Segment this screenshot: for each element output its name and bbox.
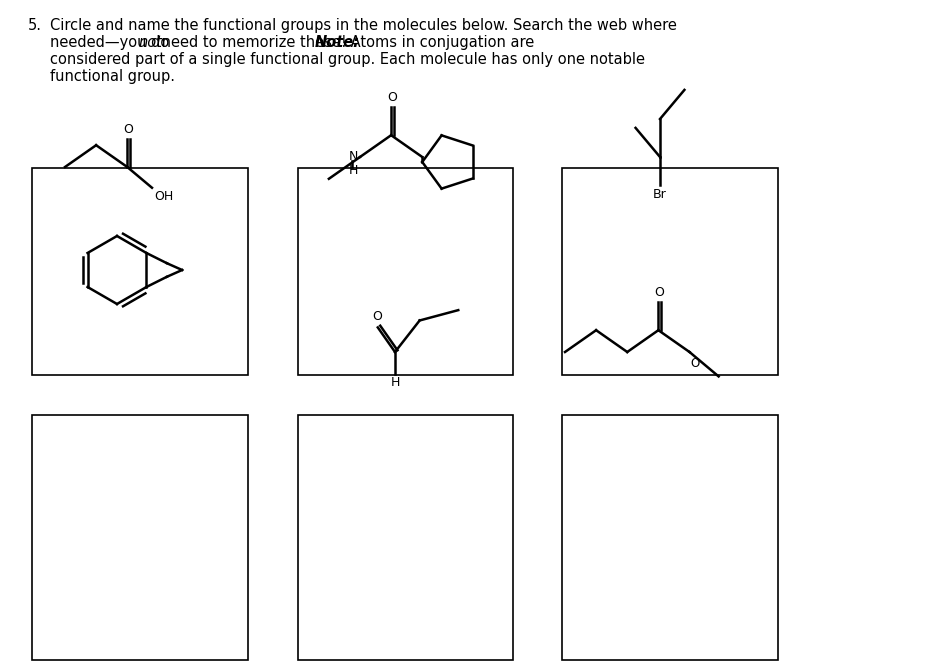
Text: need to memorize these!: need to memorize these!	[157, 35, 352, 50]
Text: O: O	[372, 310, 381, 323]
Text: functional group.: functional group.	[50, 69, 175, 84]
Text: OH: OH	[154, 190, 173, 203]
Bar	[298, 168, 513, 375]
Text: considered part of a single functional group. Each molecule has only one notable: considered part of a single functional g…	[50, 52, 645, 67]
Text: not: not	[139, 35, 162, 50]
Bar	[32, 168, 248, 375]
Text: needed—you do: needed—you do	[50, 35, 174, 50]
Bar	[32, 415, 248, 660]
Text: Atoms in conjugation are: Atoms in conjugation are	[346, 35, 535, 50]
Text: H: H	[391, 376, 400, 389]
Text: 5.: 5.	[28, 18, 42, 33]
Text: Br: Br	[653, 188, 667, 201]
Text: O: O	[387, 91, 397, 104]
Text: Circle and name the functional groups in the molecules below. Search the web whe: Circle and name the functional groups in…	[50, 18, 677, 33]
Text: Note:: Note:	[314, 35, 360, 50]
Text: O: O	[124, 123, 133, 136]
Bar	[562, 415, 778, 660]
Bar	[562, 168, 778, 375]
Text: O: O	[655, 286, 664, 299]
Bar	[298, 415, 513, 660]
Text: O: O	[690, 357, 699, 370]
Text: N: N	[349, 151, 358, 163]
Text: H: H	[349, 165, 358, 177]
